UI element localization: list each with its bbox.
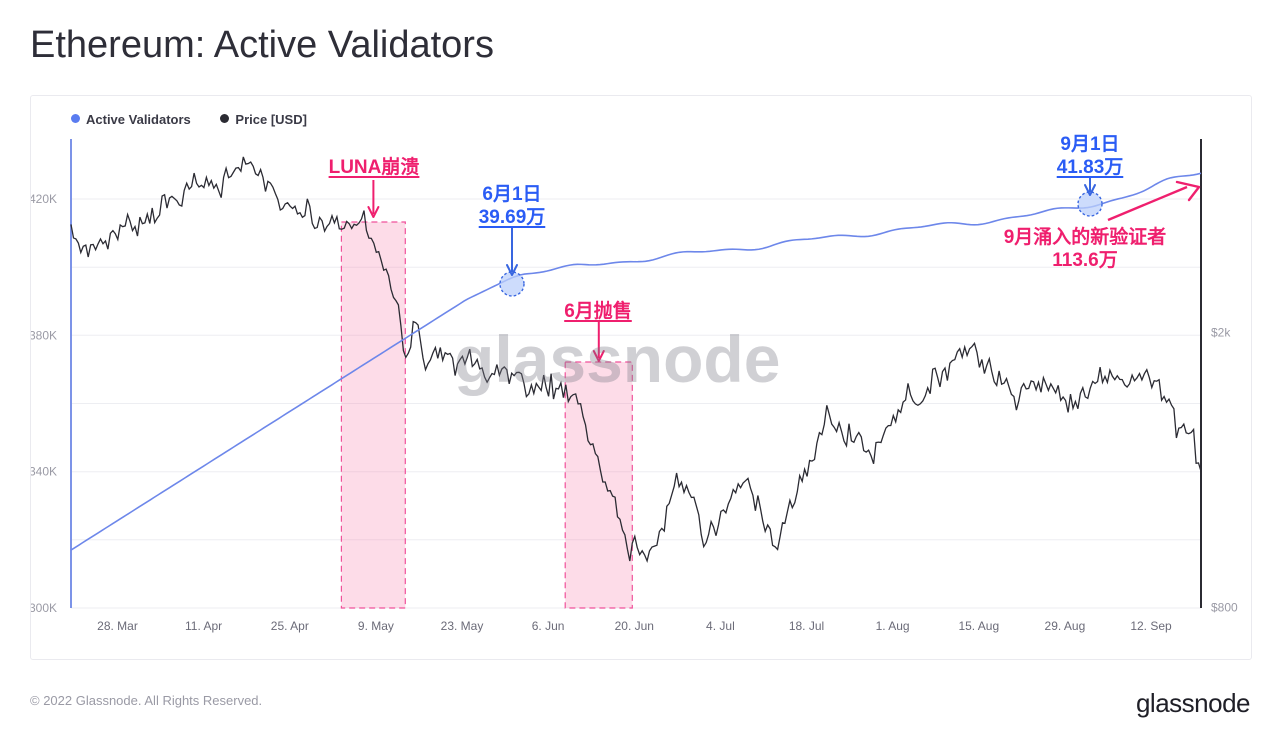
svg-text:1. Aug: 1. Aug bbox=[876, 619, 910, 633]
svg-text:11. Apr: 11. Apr bbox=[185, 619, 222, 633]
svg-text:4. Jul: 4. Jul bbox=[706, 619, 735, 633]
svg-text:300K: 300K bbox=[31, 601, 57, 615]
svg-text:340K: 340K bbox=[31, 465, 57, 479]
svg-text:20. Jun: 20. Jun bbox=[615, 619, 654, 633]
svg-text:25. Apr: 25. Apr bbox=[271, 619, 309, 633]
svg-text:18. Jul: 18. Jul bbox=[789, 619, 824, 633]
svg-text:9. May: 9. May bbox=[358, 619, 394, 633]
svg-text:$2k: $2k bbox=[1211, 326, 1231, 340]
svg-text:380K: 380K bbox=[31, 328, 57, 342]
svg-text:420K: 420K bbox=[31, 192, 57, 206]
svg-text:28. Mar: 28. Mar bbox=[97, 619, 138, 633]
svg-text:$800: $800 bbox=[1211, 601, 1238, 615]
svg-text:12. Sep: 12. Sep bbox=[1130, 619, 1172, 633]
svg-text:29. Aug: 29. Aug bbox=[1045, 619, 1086, 633]
svg-text:15. Aug: 15. Aug bbox=[958, 619, 999, 633]
svg-text:6. Jun: 6. Jun bbox=[532, 619, 565, 633]
svg-text:23. May: 23. May bbox=[441, 619, 484, 633]
